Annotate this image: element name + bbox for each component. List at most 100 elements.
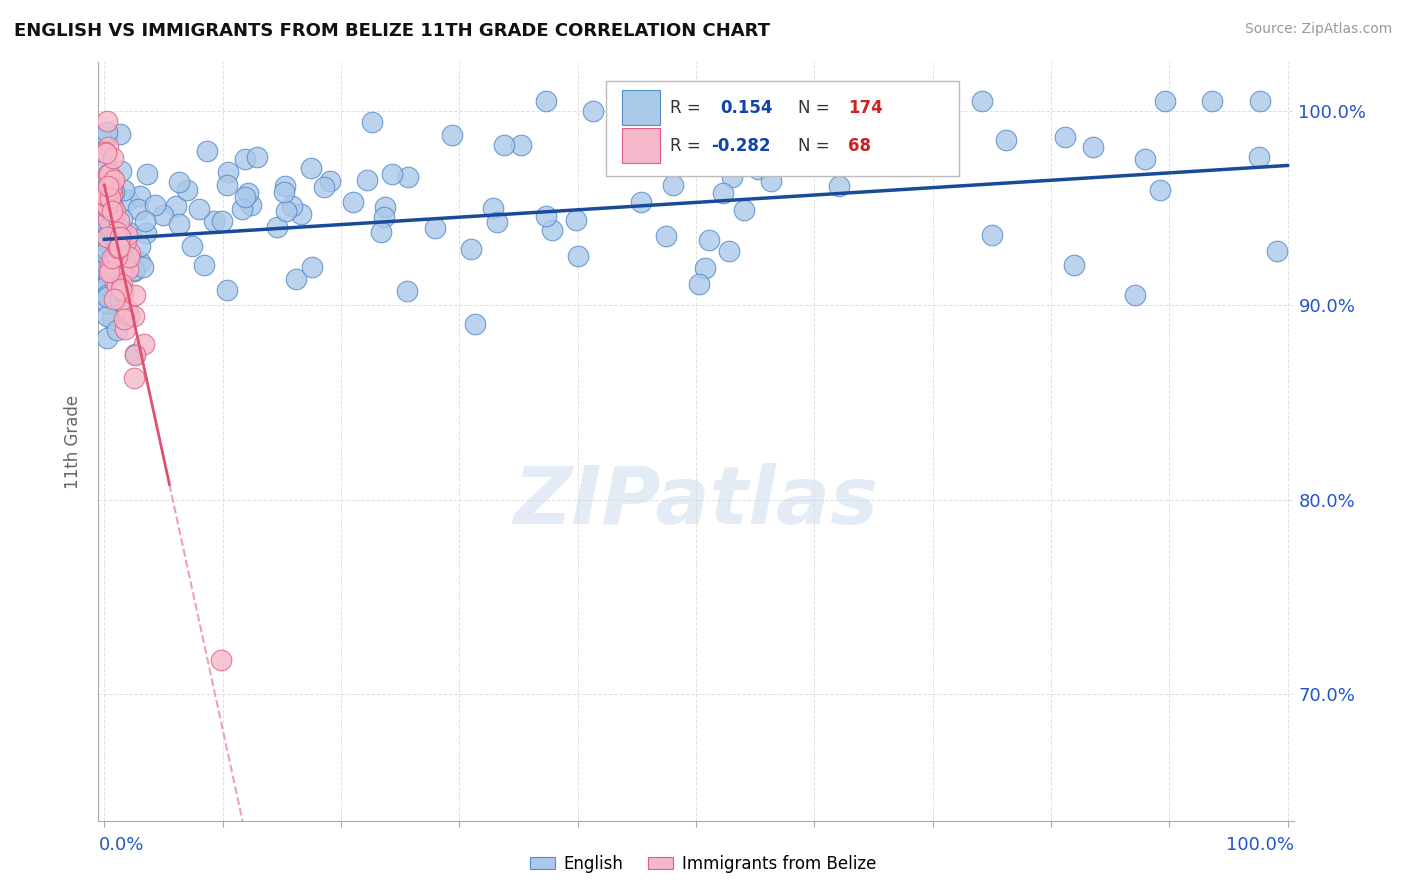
Point [105,249,128,263]
Point [96,261,118,276]
Point [108,236,131,251]
Point [114,237,136,252]
Point [96,296,118,310]
Point [98,265,121,279]
Point [274,178,297,193]
Point [231,202,253,216]
Point [995,133,1018,147]
Point [636,139,658,153]
Point [122,371,145,385]
Point [97,140,120,154]
Point [96,181,118,195]
Point [273,186,295,200]
Point [103,173,125,187]
Point [301,260,323,275]
Point [96,167,118,181]
Point [132,336,155,351]
Point [627,95,650,109]
Point [124,347,146,361]
Point [233,190,256,204]
Text: R =: R = [669,99,700,117]
Point [143,198,166,212]
Point [105,277,128,292]
Point [94,188,117,202]
Point [101,251,124,265]
Point [312,180,335,194]
Point [96,217,118,231]
Point [98,178,121,192]
FancyBboxPatch shape [606,81,959,177]
Point [233,152,256,166]
Point [97,167,120,181]
Point [827,159,849,173]
Point [361,115,384,129]
Point [107,214,129,228]
Point [721,169,744,184]
Point [98,178,121,193]
Point [396,169,419,184]
Point [112,312,135,326]
Point [105,238,128,252]
Point [981,227,1004,242]
Point [134,214,156,228]
Point [112,183,135,197]
Point [710,122,733,136]
Text: 174: 174 [848,99,883,117]
Point [693,106,716,120]
Point [482,201,505,215]
Point [98,191,121,205]
Point [623,95,645,109]
Point [94,193,117,207]
Point [1249,95,1271,109]
Point [1063,258,1085,272]
Point [97,212,120,227]
Point [152,208,174,222]
Point [114,322,136,336]
Point [630,194,652,209]
Point [510,138,533,153]
Point [111,211,134,226]
Point [122,264,145,278]
Point [111,261,134,276]
Point [105,273,128,287]
Point [117,262,139,277]
Point [239,198,262,212]
Point [98,195,121,210]
Point [128,188,150,202]
Point [105,233,128,247]
Point [96,146,118,161]
Point [103,252,125,266]
Point [122,263,145,277]
Point [96,195,118,210]
Point [96,234,118,248]
Point [108,240,131,254]
Point [167,176,190,190]
Point [96,199,118,213]
Point [111,250,134,264]
Point [96,200,118,214]
Point [136,167,159,181]
Y-axis label: 11th Grade: 11th Grade [65,394,83,489]
Point [441,128,464,142]
Point [96,169,118,184]
Point [96,266,118,280]
Point [342,195,364,210]
Point [111,252,134,266]
Point [1201,95,1223,109]
Point [567,249,589,263]
Point [1123,287,1146,301]
Point [209,653,232,667]
Point [96,219,118,234]
Point [96,230,118,244]
Text: 68: 68 [848,136,870,155]
Point [96,113,118,128]
Point [129,254,152,268]
Point [647,143,669,157]
Point [94,145,117,159]
Point [485,215,508,229]
Point [105,323,128,337]
Point [96,289,118,303]
Point [697,233,720,247]
Point [1249,151,1271,165]
Point [733,203,755,218]
